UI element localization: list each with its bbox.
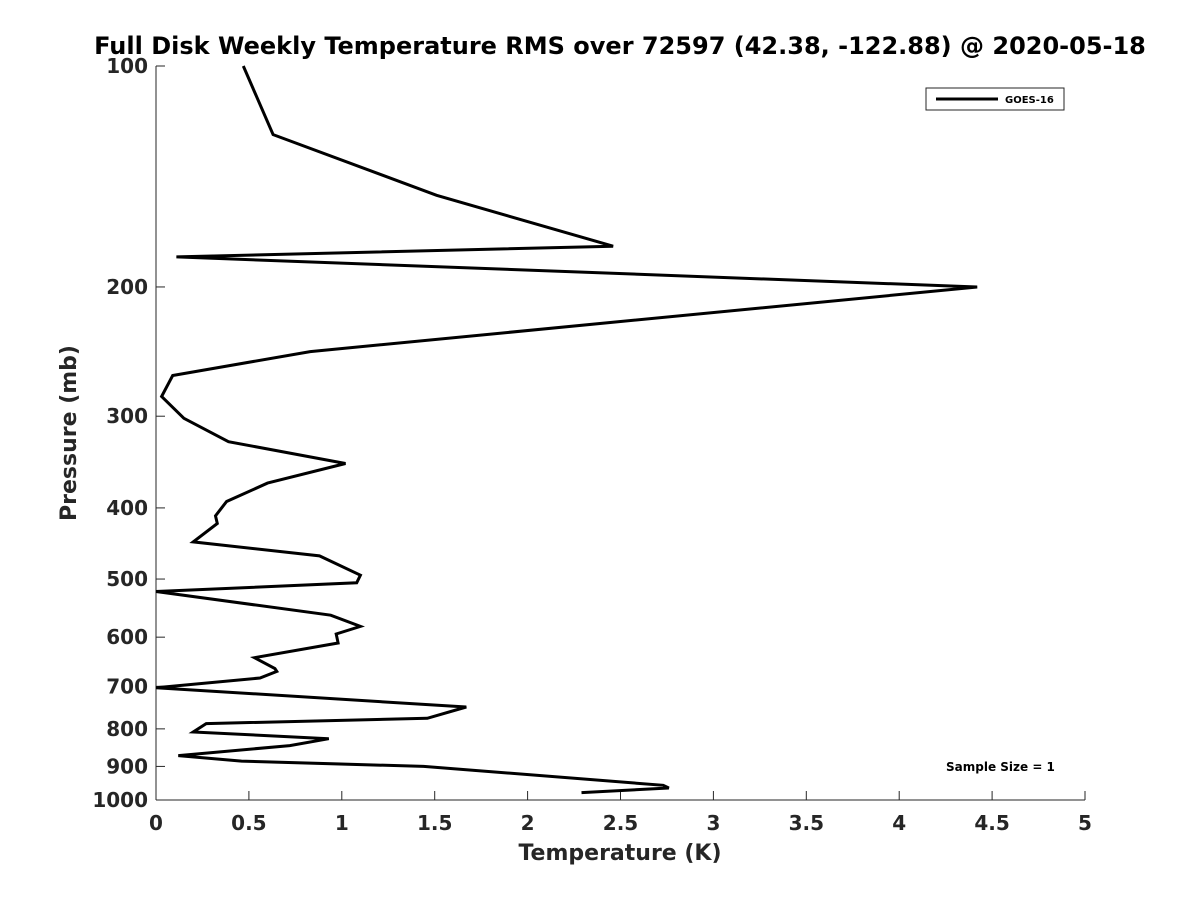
x-tick-label: 1: [335, 811, 349, 835]
y-tick-label: 300: [106, 404, 148, 428]
x-tick-label: 3: [706, 811, 720, 835]
x-tick-label: 3.5: [789, 811, 824, 835]
x-tick-label: 0.5: [231, 811, 266, 835]
y-axis-ticks: 100 200 300 400 500 600 700 800 900 1000: [92, 54, 165, 812]
sample-size-annotation: Sample Size = 1: [946, 760, 1055, 774]
y-tick-label: 700: [106, 674, 148, 698]
y-tick-label: 500: [106, 567, 148, 591]
y-tick-label: 100: [106, 54, 148, 78]
y-tick-label: 900: [106, 754, 148, 778]
series-layer: [155, 65, 978, 795]
chart-title: Full Disk Weekly Temperature RMS over 72…: [94, 32, 1146, 60]
x-axis-ticks: 0 0.5 1 1.5 2 2.5 3 3.5 4 4.5 5: [149, 791, 1092, 835]
x-tick-label: 4: [892, 811, 906, 835]
x-tick-label: 5: [1078, 811, 1092, 835]
x-tick-label: 2.5: [603, 811, 638, 835]
legend-label-goes16: GOES-16: [1005, 95, 1054, 106]
legend: GOES-16: [925, 87, 1065, 111]
x-tick-label: 0: [149, 811, 163, 835]
y-tick-label: 400: [106, 496, 148, 520]
x-axis-label: Temperature (K): [518, 841, 721, 866]
y-tick-label: 800: [106, 717, 148, 741]
y-axis-label: Pressure (mb): [57, 345, 82, 521]
plot-area: [155, 66, 1085, 801]
x-tick-label: 4.5: [974, 811, 1009, 835]
y-tick-label: 200: [106, 275, 148, 299]
y-tick-label: 1000: [92, 788, 148, 812]
x-tick-label: 1.5: [417, 811, 452, 835]
series-line-0: [155, 65, 978, 795]
y-tick-label: 600: [106, 625, 148, 649]
x-tick-label: 2: [521, 811, 535, 835]
